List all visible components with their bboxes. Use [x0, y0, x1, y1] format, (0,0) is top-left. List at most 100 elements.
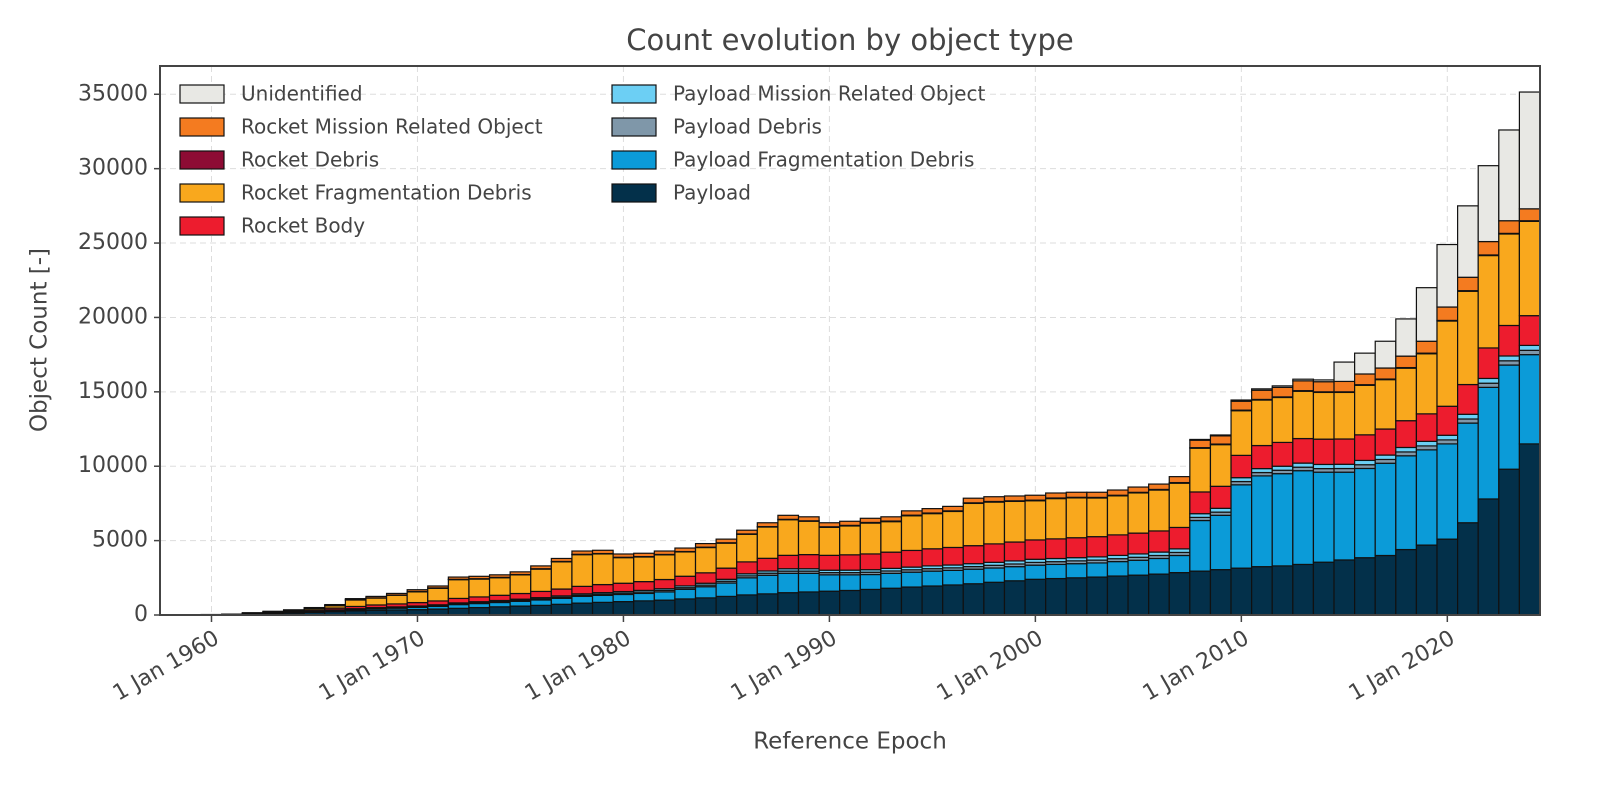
y-tick-label: 25000: [78, 230, 148, 255]
bar-segment: [1374, 554, 1397, 616]
legend-label: Unidentified: [241, 82, 363, 106]
bar-segment: [1271, 385, 1294, 388]
bar-segment: [550, 557, 573, 563]
bar-segment: [1395, 367, 1418, 422]
bar-segment: [756, 593, 779, 616]
bar-segment: [1374, 462, 1397, 557]
legend-label: Payload Mission Related Object: [673, 82, 985, 106]
bar-segment: [1436, 439, 1459, 445]
bar-segment: [468, 575, 491, 580]
bar-segment: [694, 542, 717, 548]
legend-swatch: [179, 117, 225, 137]
bar-segment: [1106, 495, 1129, 536]
bar-segment: [1045, 577, 1067, 616]
bar-segment: [1312, 381, 1335, 393]
x-tick-label: 1 Jan 1970: [315, 626, 430, 707]
bar-segment: [591, 549, 614, 555]
bar-segment: [1312, 379, 1335, 383]
bar-segment: [1127, 574, 1150, 616]
legend-label: Payload: [673, 181, 751, 205]
bar-segment: [839, 589, 861, 616]
y-tick-label: 10000: [78, 453, 148, 478]
bar-segment: [1086, 562, 1109, 578]
bar-segment: [1148, 557, 1170, 575]
bar-segment: [1333, 463, 1356, 470]
bar-segment: [921, 548, 944, 567]
bar-segment: [550, 588, 573, 597]
bar-segment: [530, 604, 552, 616]
bar-segment: [1374, 428, 1397, 456]
bar-segment: [1045, 563, 1067, 580]
bar-segment: [1354, 557, 1376, 616]
bar-segment: [612, 557, 635, 584]
bar-segment: [859, 573, 882, 591]
bar-segment: [509, 571, 532, 576]
bar-segment: [694, 572, 717, 584]
bar-segment: [1065, 497, 1088, 539]
bar-segment: [447, 579, 470, 600]
bar-segment: [1312, 438, 1335, 466]
bar-segment: [1209, 434, 1232, 437]
bar-segment: [1415, 449, 1438, 546]
bar-segment: [1106, 489, 1129, 496]
bar-segment: [1477, 377, 1500, 384]
bar-segment: [1086, 491, 1109, 498]
bar-segment: [1333, 559, 1356, 616]
bar-segment: [1024, 494, 1047, 501]
bar-segment: [509, 605, 532, 616]
bar-segment: [1333, 438, 1356, 465]
bar-segment: [488, 577, 511, 596]
bar-segment: [942, 510, 964, 549]
bar-segment: [921, 513, 944, 550]
y-tick-label: 35000: [78, 81, 148, 106]
bar-segment: [1065, 491, 1088, 498]
bar-segment: [797, 516, 820, 522]
bar-segment: [1312, 471, 1335, 563]
bar-segment: [1518, 344, 1541, 351]
bar-segment: [509, 600, 532, 607]
bar-segment: [1354, 459, 1376, 466]
bar-segment: [674, 588, 697, 600]
bar-segment: [1251, 388, 1273, 391]
bar-segment: [591, 594, 614, 603]
bar-segment: [1374, 379, 1397, 430]
bar-segment: [736, 594, 758, 616]
bar-segment: [674, 598, 697, 616]
bar-segment: [406, 589, 429, 593]
bar-segment: [1127, 532, 1150, 555]
legend-swatch: [179, 216, 225, 236]
bar-segment: [1477, 347, 1500, 380]
bar-segment: [1436, 434, 1459, 441]
bar-segment: [818, 590, 841, 616]
bar-segment: [900, 571, 923, 588]
bar-segment: [1024, 500, 1047, 541]
legend-label: Rocket Debris: [241, 148, 379, 172]
bar-segment: [1354, 384, 1376, 436]
legend-swatch: [179, 84, 225, 104]
bar-segment: [1415, 544, 1438, 616]
bar-segment: [839, 525, 861, 556]
bar-segment: [694, 546, 717, 574]
bar-segment: [1395, 355, 1418, 369]
bar-segment: [1457, 276, 1479, 292]
bar-segment: [550, 561, 573, 590]
bar-segment: [1045, 492, 1067, 499]
bar-segment: [818, 574, 841, 592]
bar-segment: [571, 550, 594, 555]
bar-segment: [1292, 563, 1315, 616]
bar-segment: [942, 546, 964, 566]
bar-segment: [1415, 413, 1438, 442]
bar-segment: [1024, 564, 1047, 580]
bar-segment: [1024, 578, 1047, 616]
bar-segment: [1230, 399, 1253, 402]
bar-segment: [1209, 514, 1232, 571]
bar-segment: [633, 580, 655, 591]
bar-segment: [427, 587, 449, 602]
bar-segment: [715, 542, 738, 569]
bar-segment: [653, 599, 676, 616]
bar-segment: [488, 601, 511, 608]
bar-segment: [427, 585, 449, 589]
bar-segment: [1086, 536, 1109, 558]
bar-segment: [1477, 240, 1500, 256]
